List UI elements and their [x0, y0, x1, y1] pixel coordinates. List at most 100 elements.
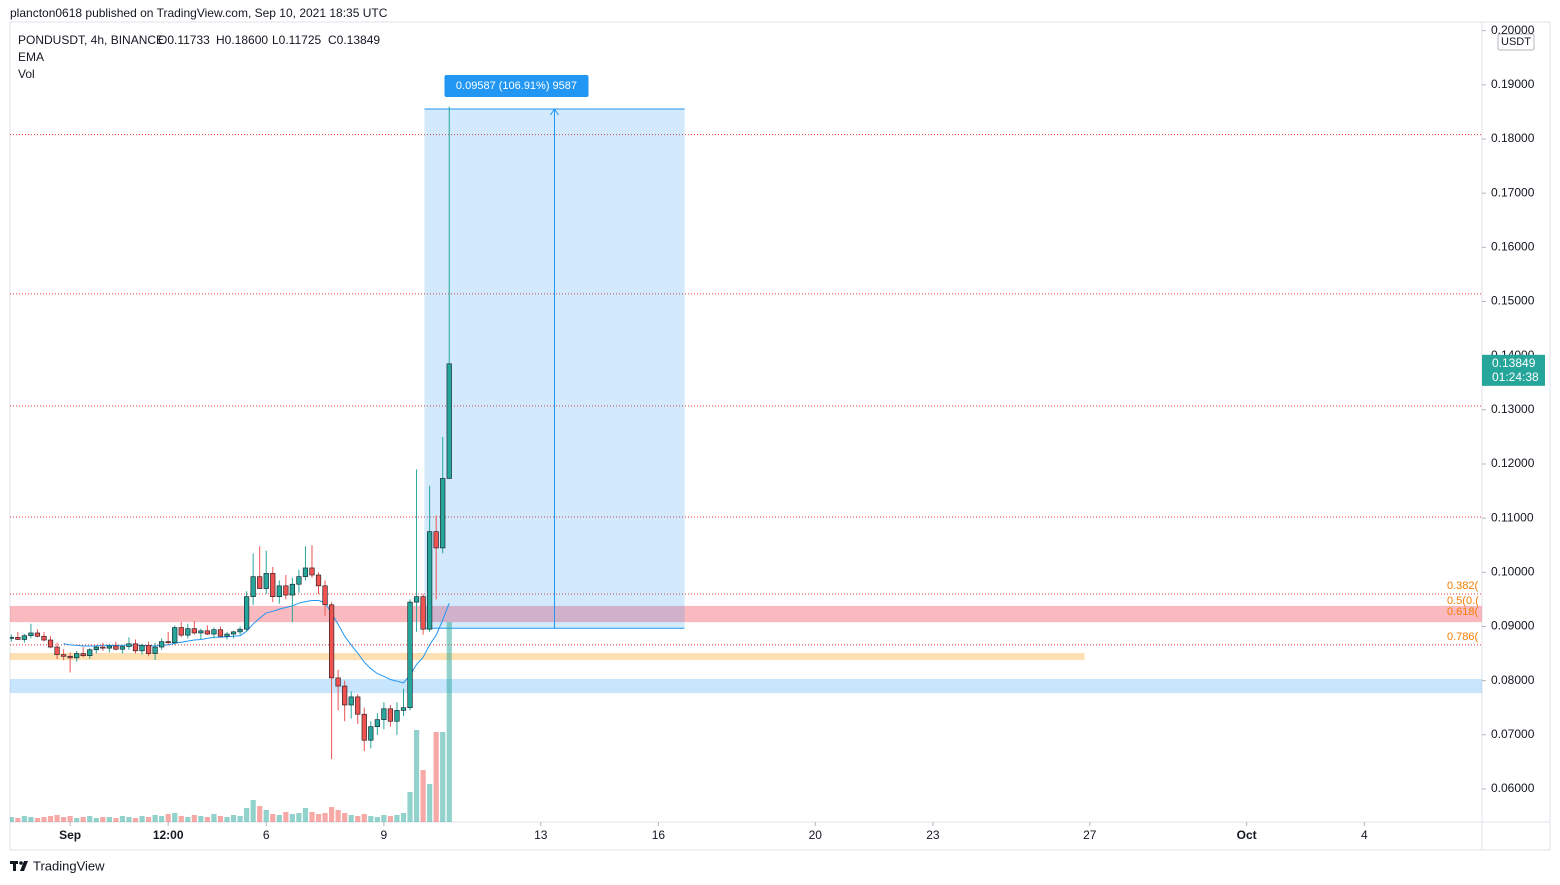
candle-body	[394, 710, 400, 722]
candle-body	[315, 574, 322, 587]
volume-bar	[446, 622, 452, 822]
volume-bar	[315, 814, 322, 822]
volume-bar	[283, 812, 289, 822]
candle-body	[185, 628, 191, 636]
candle-body	[139, 645, 145, 652]
volume-bar	[296, 813, 302, 822]
volume-bar	[270, 814, 276, 822]
candle-body	[113, 645, 119, 650]
symbol: PONDUSDT, 4h, BINANCE	[18, 33, 164, 47]
candle-body	[178, 627, 184, 636]
candle-body	[420, 596, 426, 630]
candle-body	[413, 596, 420, 603]
volume-bar	[54, 815, 60, 822]
volume-bar	[237, 816, 243, 822]
y-tick-label: 0.07000	[1491, 727, 1535, 741]
volume-bar	[348, 815, 354, 822]
currency-box[interactable]	[1497, 33, 1535, 51]
candle-body	[159, 641, 165, 648]
volume-bar	[368, 816, 374, 822]
candle-body	[132, 643, 139, 652]
volume-bar	[440, 732, 446, 822]
volume-bar	[211, 814, 217, 822]
volume-bar	[191, 815, 197, 822]
volume-bar	[433, 732, 439, 822]
candle-body	[446, 363, 452, 479]
candle-body	[237, 628, 243, 633]
candle-body	[198, 630, 204, 634]
ohlc-high: H0.18600	[216, 33, 268, 47]
y-tick-label: 0.20000	[1491, 23, 1535, 37]
fib-label: 0.382(	[1447, 580, 1479, 592]
indicator: EMA	[18, 50, 44, 64]
volume-bar	[322, 813, 328, 822]
y-tick-label: 0.13000	[1491, 402, 1535, 416]
candle-body	[361, 713, 367, 741]
candle-body	[257, 576, 263, 589]
volume-bar	[250, 800, 256, 822]
candle-body	[28, 632, 34, 636]
candle-body	[368, 726, 374, 741]
volume-bar	[145, 817, 152, 822]
candle-body	[119, 646, 126, 650]
candle-body	[427, 531, 433, 630]
volume-bar	[400, 813, 407, 822]
zone	[10, 653, 1085, 661]
volume-bar	[159, 816, 165, 822]
ohlc-open: O0.11733	[158, 33, 210, 47]
fib-label: 0.618(	[1447, 606, 1479, 618]
candle-body	[348, 696, 354, 706]
candle-body	[322, 585, 328, 606]
volume-bar	[302, 808, 309, 822]
volume-bar	[139, 816, 145, 822]
ohlc-close: C0.13849	[328, 33, 380, 47]
volume-bar	[74, 818, 80, 822]
candle-body	[211, 629, 217, 635]
volume-bar	[119, 816, 126, 822]
measure-arrowhead	[550, 108, 559, 116]
volume-bar	[21, 816, 27, 822]
volume-bar	[420, 770, 426, 822]
candle-body	[250, 576, 256, 597]
candle-body	[74, 653, 80, 659]
candle-body	[204, 630, 210, 635]
frame	[9, 21, 1551, 851]
volume-bar	[132, 818, 139, 822]
candle-body	[302, 567, 309, 577]
candle-body	[87, 649, 93, 657]
x-tick-label: 23	[926, 828, 940, 842]
volume-bar	[374, 817, 380, 822]
volume-bar	[100, 817, 106, 822]
volume-bar	[328, 807, 335, 822]
x-tick-label: 9	[381, 828, 388, 842]
candle-body	[21, 635, 27, 640]
candle-body	[400, 707, 407, 711]
candle-body	[407, 601, 413, 709]
candle-body	[93, 646, 99, 651]
candle-body	[433, 531, 439, 549]
x-tick-label: 20	[809, 828, 823, 842]
fib-label: 0.786(	[1447, 631, 1479, 643]
y-tick-label: 0.08000	[1491, 673, 1535, 687]
candle-body	[217, 629, 224, 637]
volume-bar	[204, 817, 210, 822]
candle-body	[47, 639, 54, 648]
candle-body	[145, 645, 152, 654]
y-tick-label: 0.15000	[1491, 294, 1535, 308]
candle-body	[342, 685, 348, 706]
volume-bar	[93, 818, 99, 822]
volume-bar	[413, 730, 420, 822]
candle-body	[440, 478, 446, 549]
volume-bar	[342, 813, 348, 822]
overlay: PONDUSDT, 4h, BINANCE O0.11733 H0.18600 …	[18, 33, 380, 81]
candle-body	[328, 604, 335, 679]
volume-bar	[172, 813, 178, 822]
volume-bar	[407, 792, 413, 822]
x-tick-label: Oct	[1237, 828, 1257, 842]
plot-area: 0.382(0.5(0.(0.618(0.786(	[10, 106, 1482, 822]
candle-body	[15, 637, 21, 640]
brand: TradingView	[10, 858, 105, 873]
volume-bar	[15, 818, 21, 822]
candle-body	[244, 596, 250, 630]
